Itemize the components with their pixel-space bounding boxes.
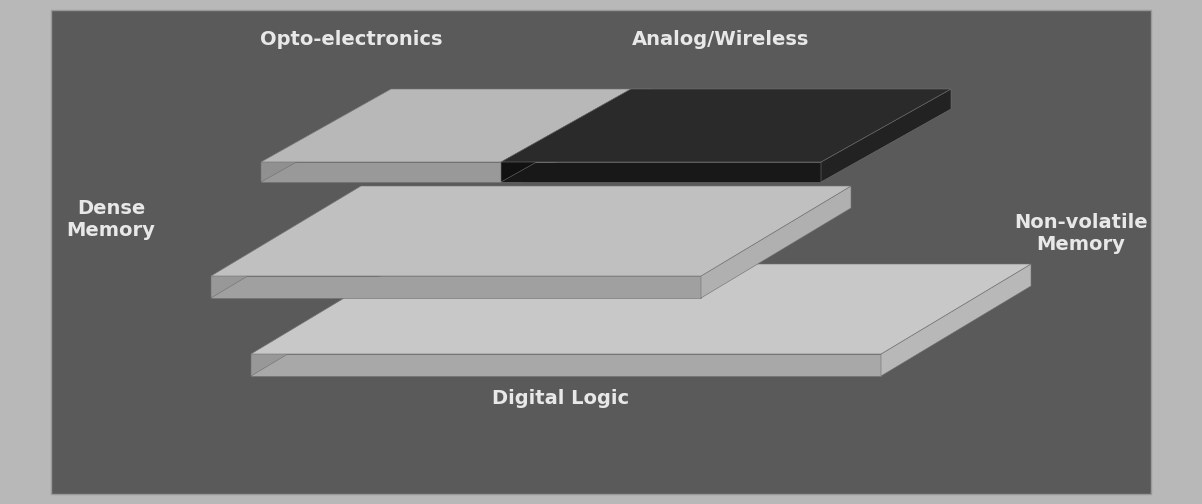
Polygon shape	[701, 186, 851, 298]
Text: Non-volatile
Memory: Non-volatile Memory	[1014, 214, 1148, 255]
Polygon shape	[212, 186, 361, 298]
Polygon shape	[261, 162, 520, 182]
Polygon shape	[501, 89, 951, 162]
Text: Opto-electronics: Opto-electronics	[260, 30, 442, 49]
Polygon shape	[821, 89, 951, 182]
Polygon shape	[212, 276, 701, 298]
Text: Analog/Wireless: Analog/Wireless	[632, 30, 810, 49]
Text: Dense
Memory: Dense Memory	[66, 199, 155, 239]
Polygon shape	[251, 354, 881, 376]
Polygon shape	[501, 162, 821, 182]
Text: Digital Logic: Digital Logic	[493, 390, 630, 409]
Polygon shape	[261, 89, 391, 182]
Polygon shape	[881, 264, 1031, 376]
Polygon shape	[212, 186, 851, 276]
Polygon shape	[251, 264, 401, 376]
Polygon shape	[261, 89, 651, 162]
Polygon shape	[251, 264, 1031, 354]
Polygon shape	[501, 89, 631, 182]
Polygon shape	[520, 89, 651, 182]
